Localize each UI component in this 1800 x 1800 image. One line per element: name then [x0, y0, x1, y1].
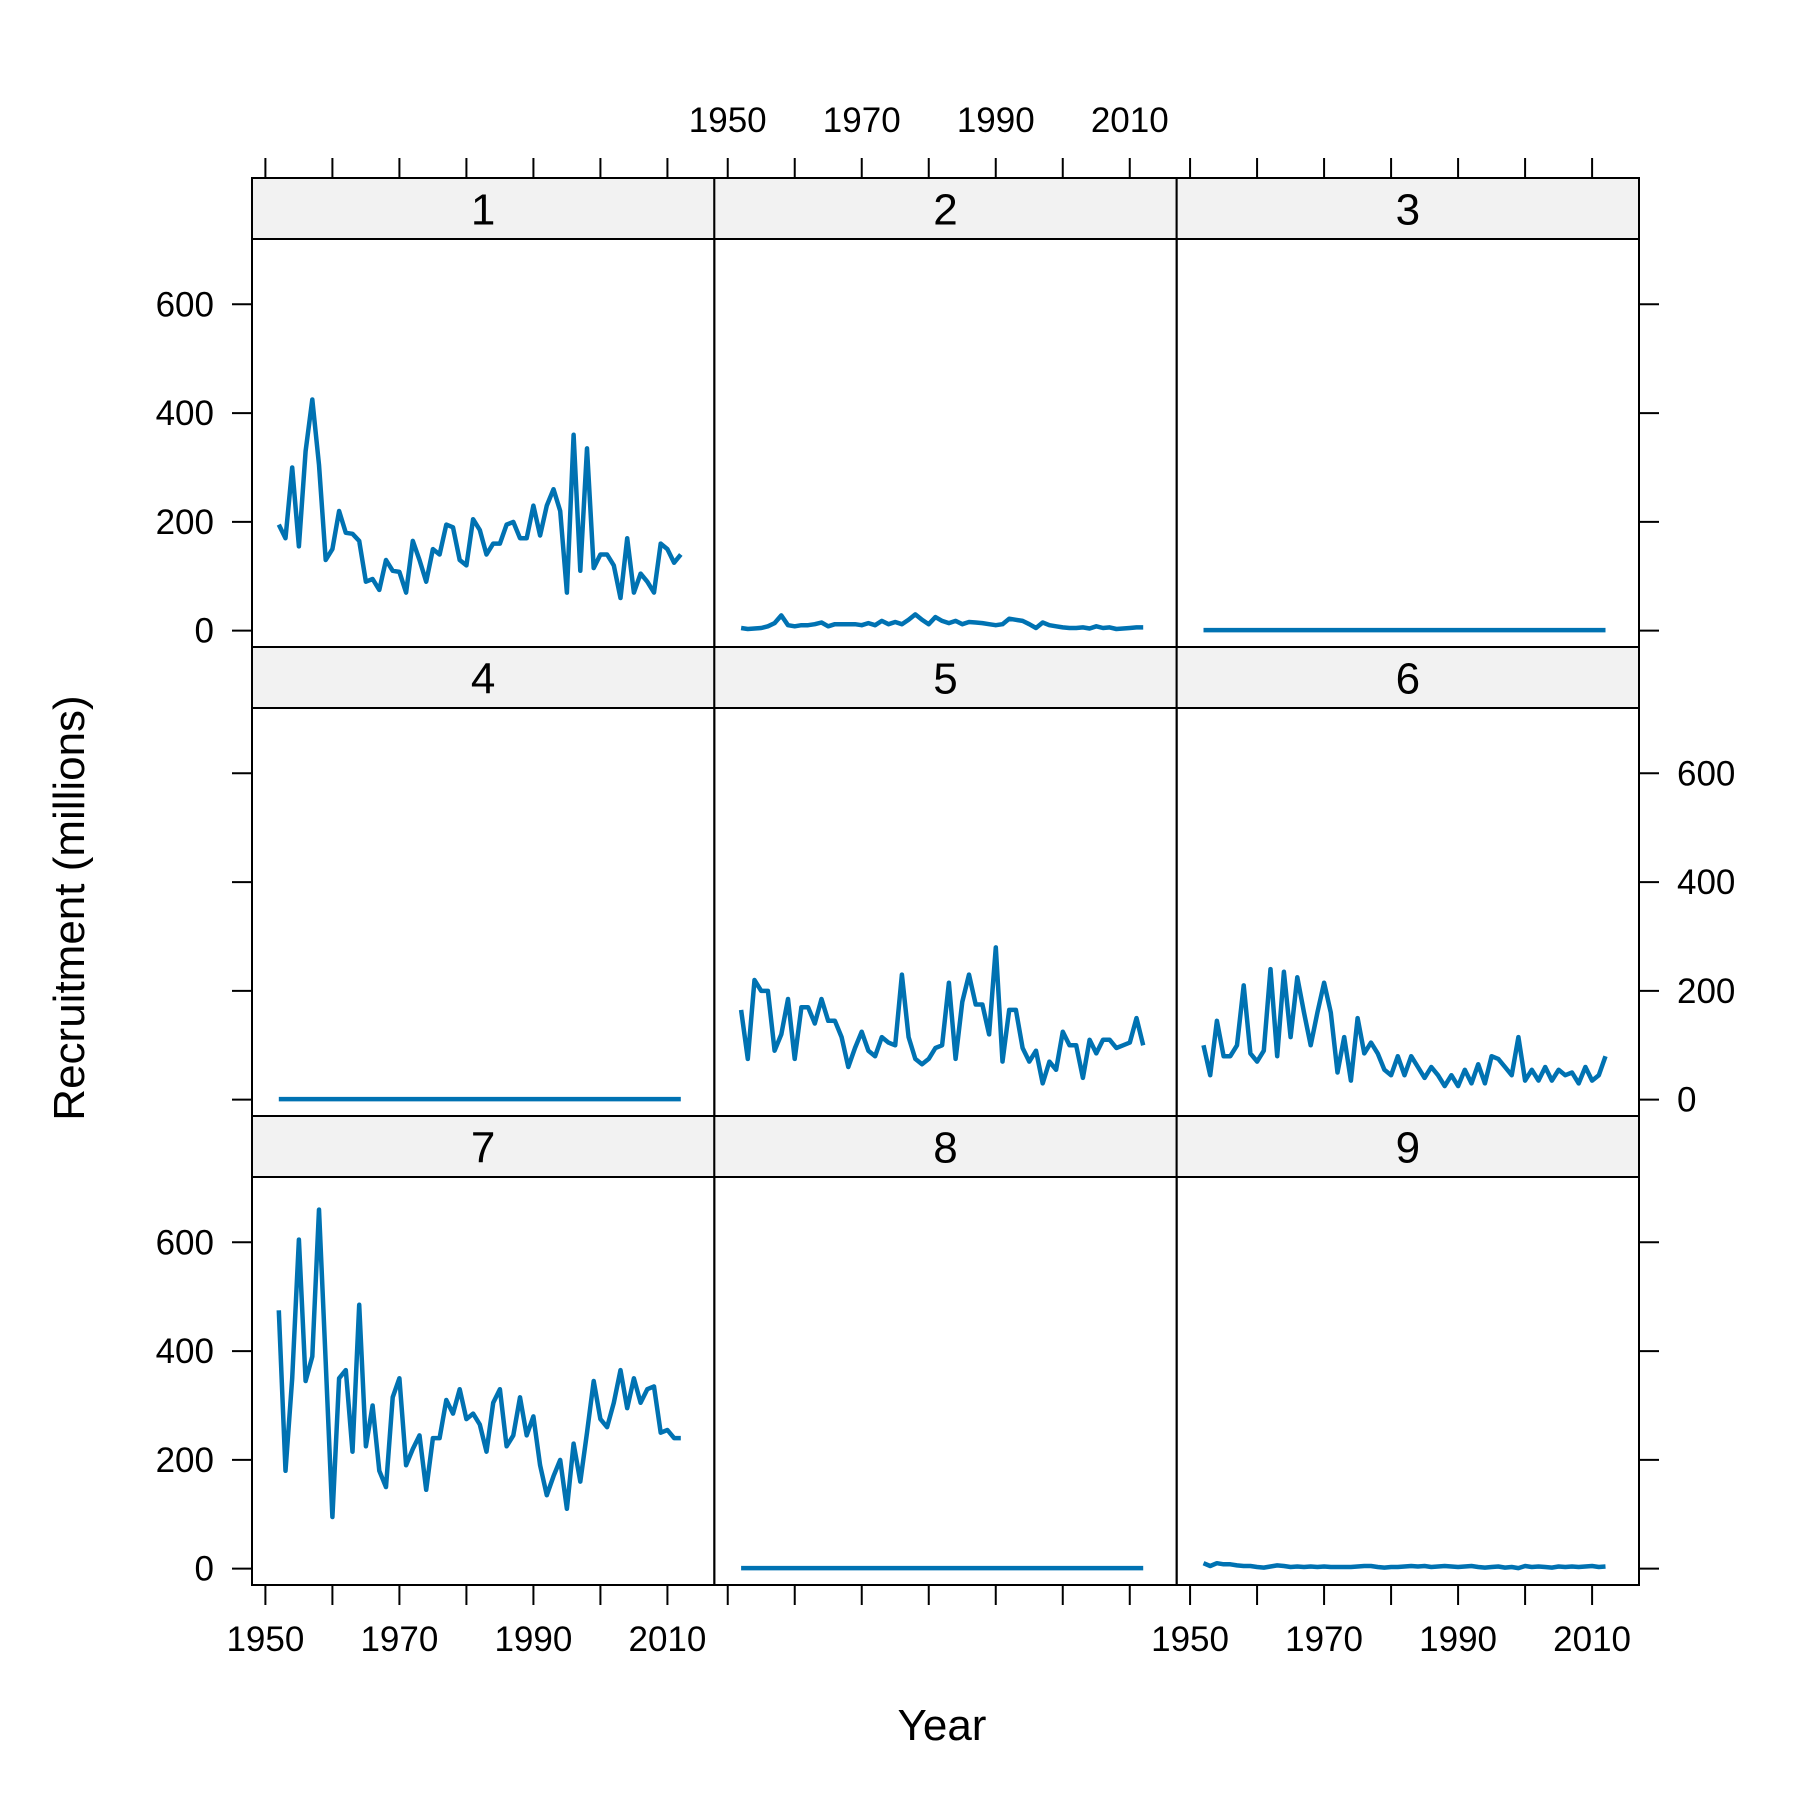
- y-tick-label: 0: [195, 1550, 214, 1589]
- panel-9: 9: [1175, 1115, 1640, 1586]
- panel-strip: [1175, 177, 1640, 240]
- panel-frame: [1175, 707, 1640, 1117]
- recruitment-line-1: [276, 397, 683, 601]
- panel-strip-label: 4: [471, 655, 495, 704]
- x-tick-label: 1970: [1285, 1620, 1363, 1659]
- panel-7: 7: [251, 1115, 716, 1586]
- y-tick-label: 600: [1677, 754, 1735, 793]
- y-tick-label: 200: [156, 1441, 214, 1480]
- recruitment-line-9: [1202, 1560, 1606, 1571]
- panel-frame: [1175, 1176, 1640, 1586]
- panel-frame: [1175, 238, 1640, 648]
- y-tick-label: 400: [156, 1332, 214, 1371]
- y-tick-label: 0: [195, 612, 214, 651]
- panel-strip-label: 1: [471, 186, 495, 235]
- panels-layer: 1 2 3 4 5 6 7 8 9: [251, 177, 1640, 1586]
- x-axis-label: Year: [898, 1701, 987, 1750]
- panel-strip-label: 8: [933, 1124, 957, 1173]
- y-tick-label: 600: [156, 1223, 214, 1262]
- y-tick-label: 200: [156, 503, 214, 542]
- panel-strip-label: 6: [1396, 655, 1420, 704]
- panel-frame: [713, 238, 1178, 648]
- x-tick-label: 1990: [494, 1620, 572, 1659]
- y-tick-label: 200: [1677, 972, 1735, 1011]
- recruitment-line-7: [276, 1207, 681, 1520]
- x-tick-label: 1990: [1419, 1620, 1497, 1659]
- y-tick-label: 400: [156, 394, 214, 433]
- x-tick-label: 2010: [1091, 101, 1169, 140]
- panel-2: 2: [713, 177, 1178, 648]
- panel-1: 1: [251, 177, 716, 648]
- panel-strip: [1175, 1115, 1640, 1178]
- x-tick-label: 1950: [226, 1620, 304, 1659]
- y-axis-label: Recruitment (millions): [45, 695, 94, 1120]
- panel-strip: [1175, 646, 1640, 709]
- y-tick-label: 600: [156, 285, 214, 324]
- panel-frame: [713, 707, 1178, 1117]
- y-tick-label: 0: [1677, 1081, 1696, 1120]
- panel-strip: [251, 1115, 716, 1178]
- panel-frame: [251, 238, 716, 648]
- panel-strip-label: 7: [471, 1124, 495, 1173]
- recruitment-line-6: [1201, 966, 1608, 1089]
- panel-5: 5: [713, 646, 1178, 1117]
- x-tick-label: 1990: [957, 101, 1035, 140]
- panel-strip-label: 2: [933, 186, 957, 235]
- panel-strip-label: 3: [1396, 186, 1420, 235]
- y-tick-label: 400: [1677, 863, 1735, 902]
- x-tick-label: 2010: [1553, 1620, 1631, 1659]
- x-tick-label: 1950: [689, 101, 767, 140]
- panel-strip-label: 5: [933, 655, 957, 704]
- panel-frame: [713, 1176, 1178, 1586]
- recruitment-line-2: [740, 612, 1144, 632]
- panel-strip: [713, 177, 1178, 240]
- panel-strip: [251, 177, 716, 240]
- panel-strip-label: 9: [1396, 1124, 1420, 1173]
- x-tick-label: 1970: [823, 101, 901, 140]
- panel-frame: [251, 707, 716, 1117]
- panel-4: 4: [251, 646, 716, 1117]
- panel-6: 6: [1175, 646, 1640, 1117]
- x-tick-label: 1950: [1151, 1620, 1229, 1659]
- recruitment-line-5: [738, 945, 1146, 1086]
- x-tick-label: 2010: [628, 1620, 706, 1659]
- x-tick-label: 1970: [360, 1620, 438, 1659]
- panel-8: 8: [713, 1115, 1178, 1586]
- panel-3: 3: [1175, 177, 1640, 648]
